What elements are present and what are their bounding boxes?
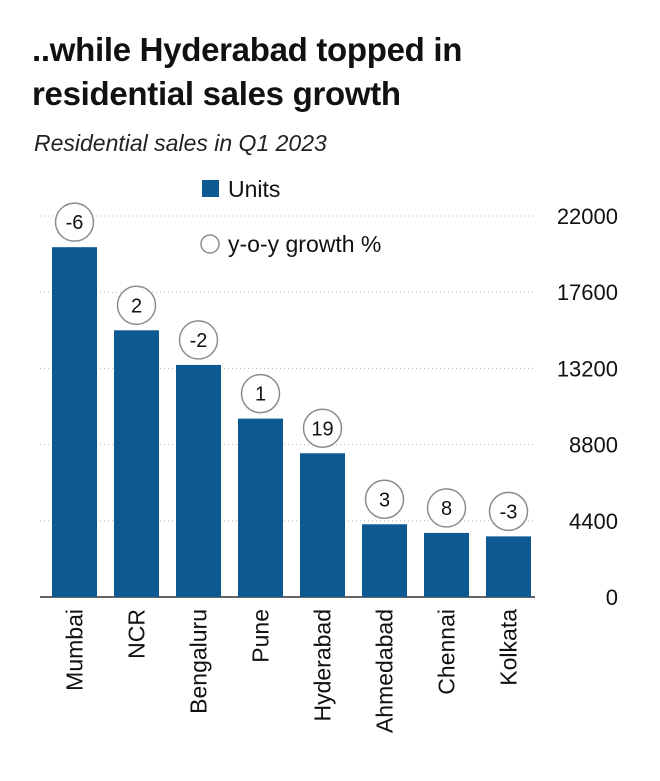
growth-label: 19: [311, 418, 333, 440]
growth-bubble: [178, 320, 219, 360]
growth-bubble: [302, 408, 343, 449]
growth-bubble: [426, 488, 467, 528]
growth-label: 3: [379, 489, 390, 511]
y-tick-label: 8800: [569, 433, 618, 458]
growth-bubble: [116, 285, 157, 326]
legend-units-label: Units: [228, 176, 280, 202]
growth-bubble: [54, 202, 95, 242]
growth-bubble: [240, 373, 281, 414]
category-label: NCR: [124, 609, 150, 659]
bar: [424, 532, 469, 597]
growth-label: -3: [500, 501, 518, 523]
growth-bubble: [488, 491, 529, 532]
y-tick-label: 0: [606, 585, 618, 610]
y-tick-label: 4400: [569, 509, 618, 534]
bar: [486, 536, 531, 597]
category-label: Mumbai: [62, 609, 88, 691]
growth-bubble: [364, 479, 405, 520]
legend-units-swatch: [202, 180, 219, 197]
growth-label: 8: [441, 498, 452, 520]
bar: [52, 247, 97, 597]
category-label: Ahmedabad: [372, 609, 398, 733]
category-label: Kolkata: [496, 609, 522, 686]
category-label: Bengaluru: [186, 609, 212, 714]
bar: [238, 418, 283, 597]
chart-title: ..while Hyderabad topped in residential …: [32, 31, 463, 112]
x-axis-categories: Mumbai NCR Bengaluru Pune Hyderabad Ahmedabad…: [62, 609, 522, 733]
bar: [300, 453, 345, 597]
growth-label: -2: [190, 330, 208, 352]
chart-subtitle: Residential sales in Q1 2023: [34, 130, 327, 156]
y-tick-label: 13200: [557, 356, 618, 381]
legend-growth-label: y-o-y growth %: [228, 231, 381, 257]
bar: [114, 330, 159, 597]
bar: [362, 524, 407, 597]
y-tick-label: 22000: [557, 204, 618, 229]
legend-growth-swatch: [200, 234, 220, 254]
growth-label: -6: [66, 212, 84, 234]
growth-bubbles: -6 2 -2 1 19 3 8 -3: [54, 202, 529, 532]
category-label: Chennai: [434, 609, 460, 695]
legend: Units y-o-y growth %: [200, 176, 381, 257]
bar: [176, 364, 221, 597]
category-label: Pune: [248, 609, 274, 663]
bars: [52, 247, 531, 597]
y-axis: 0 4400 8800 13200 17600 22000: [557, 204, 618, 610]
growth-label: 2: [131, 295, 142, 317]
category-label: Hyderabad: [310, 609, 336, 722]
y-tick-label: 17600: [557, 280, 618, 305]
growth-label: 1: [255, 384, 266, 406]
